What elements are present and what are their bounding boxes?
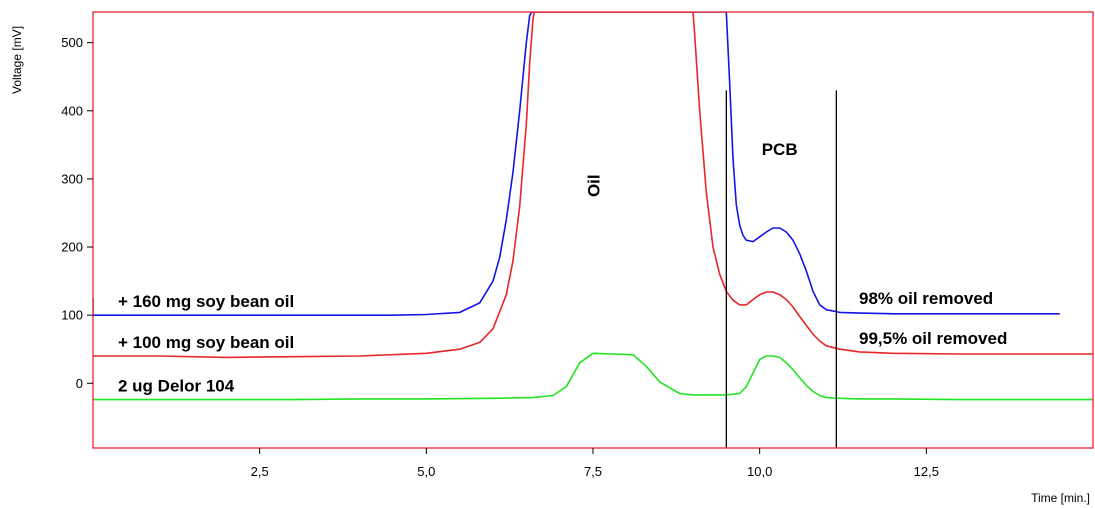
y-tick-label: 500 xyxy=(61,35,83,50)
series-line-0 xyxy=(93,12,1060,317)
series-line-2 xyxy=(93,352,1093,401)
label-layer: + 160 mg soy bean oil 98% oil removed + 10… xyxy=(118,140,1007,396)
y-axis-title: Voltage [mV] xyxy=(10,26,24,94)
y-tick-label: 200 xyxy=(61,240,83,255)
tick-layer: 0 100 200 300 400 500 2,5 5,0 7,5 10,0 12,5 xyxy=(61,35,939,479)
series-label-0: + 160 mg soy bean oil xyxy=(118,292,294,311)
x-tick-label: 12,5 xyxy=(914,464,939,479)
series-label-2: 2 ug Delor 104 xyxy=(118,377,235,396)
x-tick-label: 2,5 xyxy=(251,464,269,479)
x-tick-label: 7,5 xyxy=(584,464,602,479)
x-tick-label: 10,0 xyxy=(747,464,772,479)
series-layer xyxy=(93,12,1093,401)
plot-frame xyxy=(92,11,1094,449)
annotation-oil: Oil xyxy=(585,174,604,197)
y-tick-label: 100 xyxy=(61,308,83,323)
x-tick-label: 5,0 xyxy=(417,464,435,479)
y-tick-label: 0 xyxy=(76,376,83,391)
series-line-1 xyxy=(93,12,1093,359)
y-tick-label: 400 xyxy=(61,103,83,118)
series-label-1: + 100 mg soy bean oil xyxy=(118,333,294,352)
marker-layer xyxy=(725,90,837,448)
annotation-pcb: PCB xyxy=(762,140,798,159)
series-end-label-0: 98% oil removed xyxy=(859,289,993,308)
series-end-label-1: 99,5% oil removed xyxy=(859,329,1007,348)
y-tick-label: 300 xyxy=(61,171,83,186)
x-axis-title: Time [min.] xyxy=(1031,491,1090,505)
